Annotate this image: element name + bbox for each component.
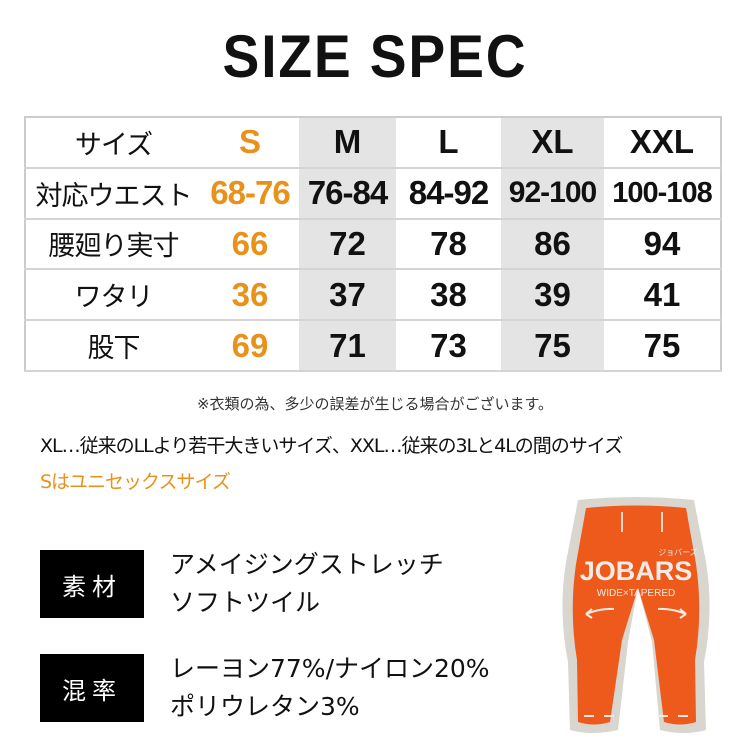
cell: 68-76 (201, 167, 299, 220)
row-label: 股下 (25, 320, 201, 372)
header-s: S (201, 117, 299, 169)
cell: 71 (299, 320, 396, 372)
cell: 39 (501, 269, 604, 322)
material-line: アメイジングストレッチ (170, 550, 444, 579)
cell: 73 (396, 320, 501, 372)
cell: 92-100 (501, 167, 604, 220)
size-table: サイズ S M L XL XXL 対応ウエスト 68-76 76-84 84-9… (24, 116, 722, 372)
size-note: XL…従来のLLより若干大きいサイズ、XXL…従来の3Lと4Lの間のサイズ (40, 435, 623, 457)
blend-text: レーヨン77%/ナイロン20% ポリウレタン3% (170, 650, 490, 726)
table-row: ワタリ 36 37 38 39 41 (25, 269, 721, 322)
blend-badge: 混率 (40, 654, 144, 722)
row-label: 腰廻り実寸 (25, 218, 201, 271)
logo-brand: JOBARS (580, 556, 693, 586)
table-header-row: サイズ S M L XL XXL (25, 117, 721, 169)
table-row: 対応ウエスト 68-76 76-84 84-92 92-100 100-108 (25, 167, 721, 220)
cell: 66 (201, 218, 299, 271)
table-row: 腰廻り実寸 66 72 78 86 94 (25, 218, 721, 271)
cell: 75 (501, 320, 604, 372)
unisex-note: Sはユニセックスサイズ (40, 471, 231, 493)
logo-kana: ジョバーズ (658, 547, 698, 557)
cell: 72 (299, 218, 396, 271)
cell: 69 (201, 320, 299, 372)
blend-line: ポリウレタン3% (170, 692, 360, 721)
cell: 76-84 (299, 167, 396, 220)
table-row: 股下 69 71 73 75 75 (25, 320, 721, 372)
arrow-right-icon (657, 607, 687, 619)
logo-subtitle: WIDE×TAPERED (597, 588, 675, 599)
material-badge: 素材 (40, 550, 144, 618)
header-l: L (396, 117, 501, 169)
header-xl: XL (501, 117, 604, 169)
cell: 41 (604, 269, 721, 322)
material-text: アメイジングストレッチ ソフトツイル (170, 546, 444, 622)
cell: 84-92 (396, 167, 501, 220)
material-line: ソフトツイル (170, 588, 321, 617)
header-label: サイズ (25, 117, 201, 169)
cell: 75 (604, 320, 721, 372)
measurement-note: ※衣類の為、多少の誤差が生じる場合がございます。 (196, 395, 554, 413)
row-label: 対応ウエスト (25, 167, 201, 220)
row-label: ワタリ (25, 269, 201, 322)
cell: 38 (396, 269, 501, 322)
cell: 36 (201, 269, 299, 322)
cell: 37 (299, 269, 396, 322)
header-m: M (299, 117, 396, 169)
pants-illustration: ジョバーズ JOBARS WIDE×TAPERED (562, 497, 710, 733)
arrow-left-icon (585, 607, 615, 619)
page-title: SIZE SPEC (222, 23, 528, 90)
cell: 100-108 (604, 167, 721, 220)
blend-line: レーヨン77%/ナイロン20% (170, 654, 490, 683)
cell: 94 (604, 218, 721, 271)
cell: 86 (501, 218, 604, 271)
cell: 78 (396, 218, 501, 271)
header-xxl: XXL (604, 117, 721, 169)
